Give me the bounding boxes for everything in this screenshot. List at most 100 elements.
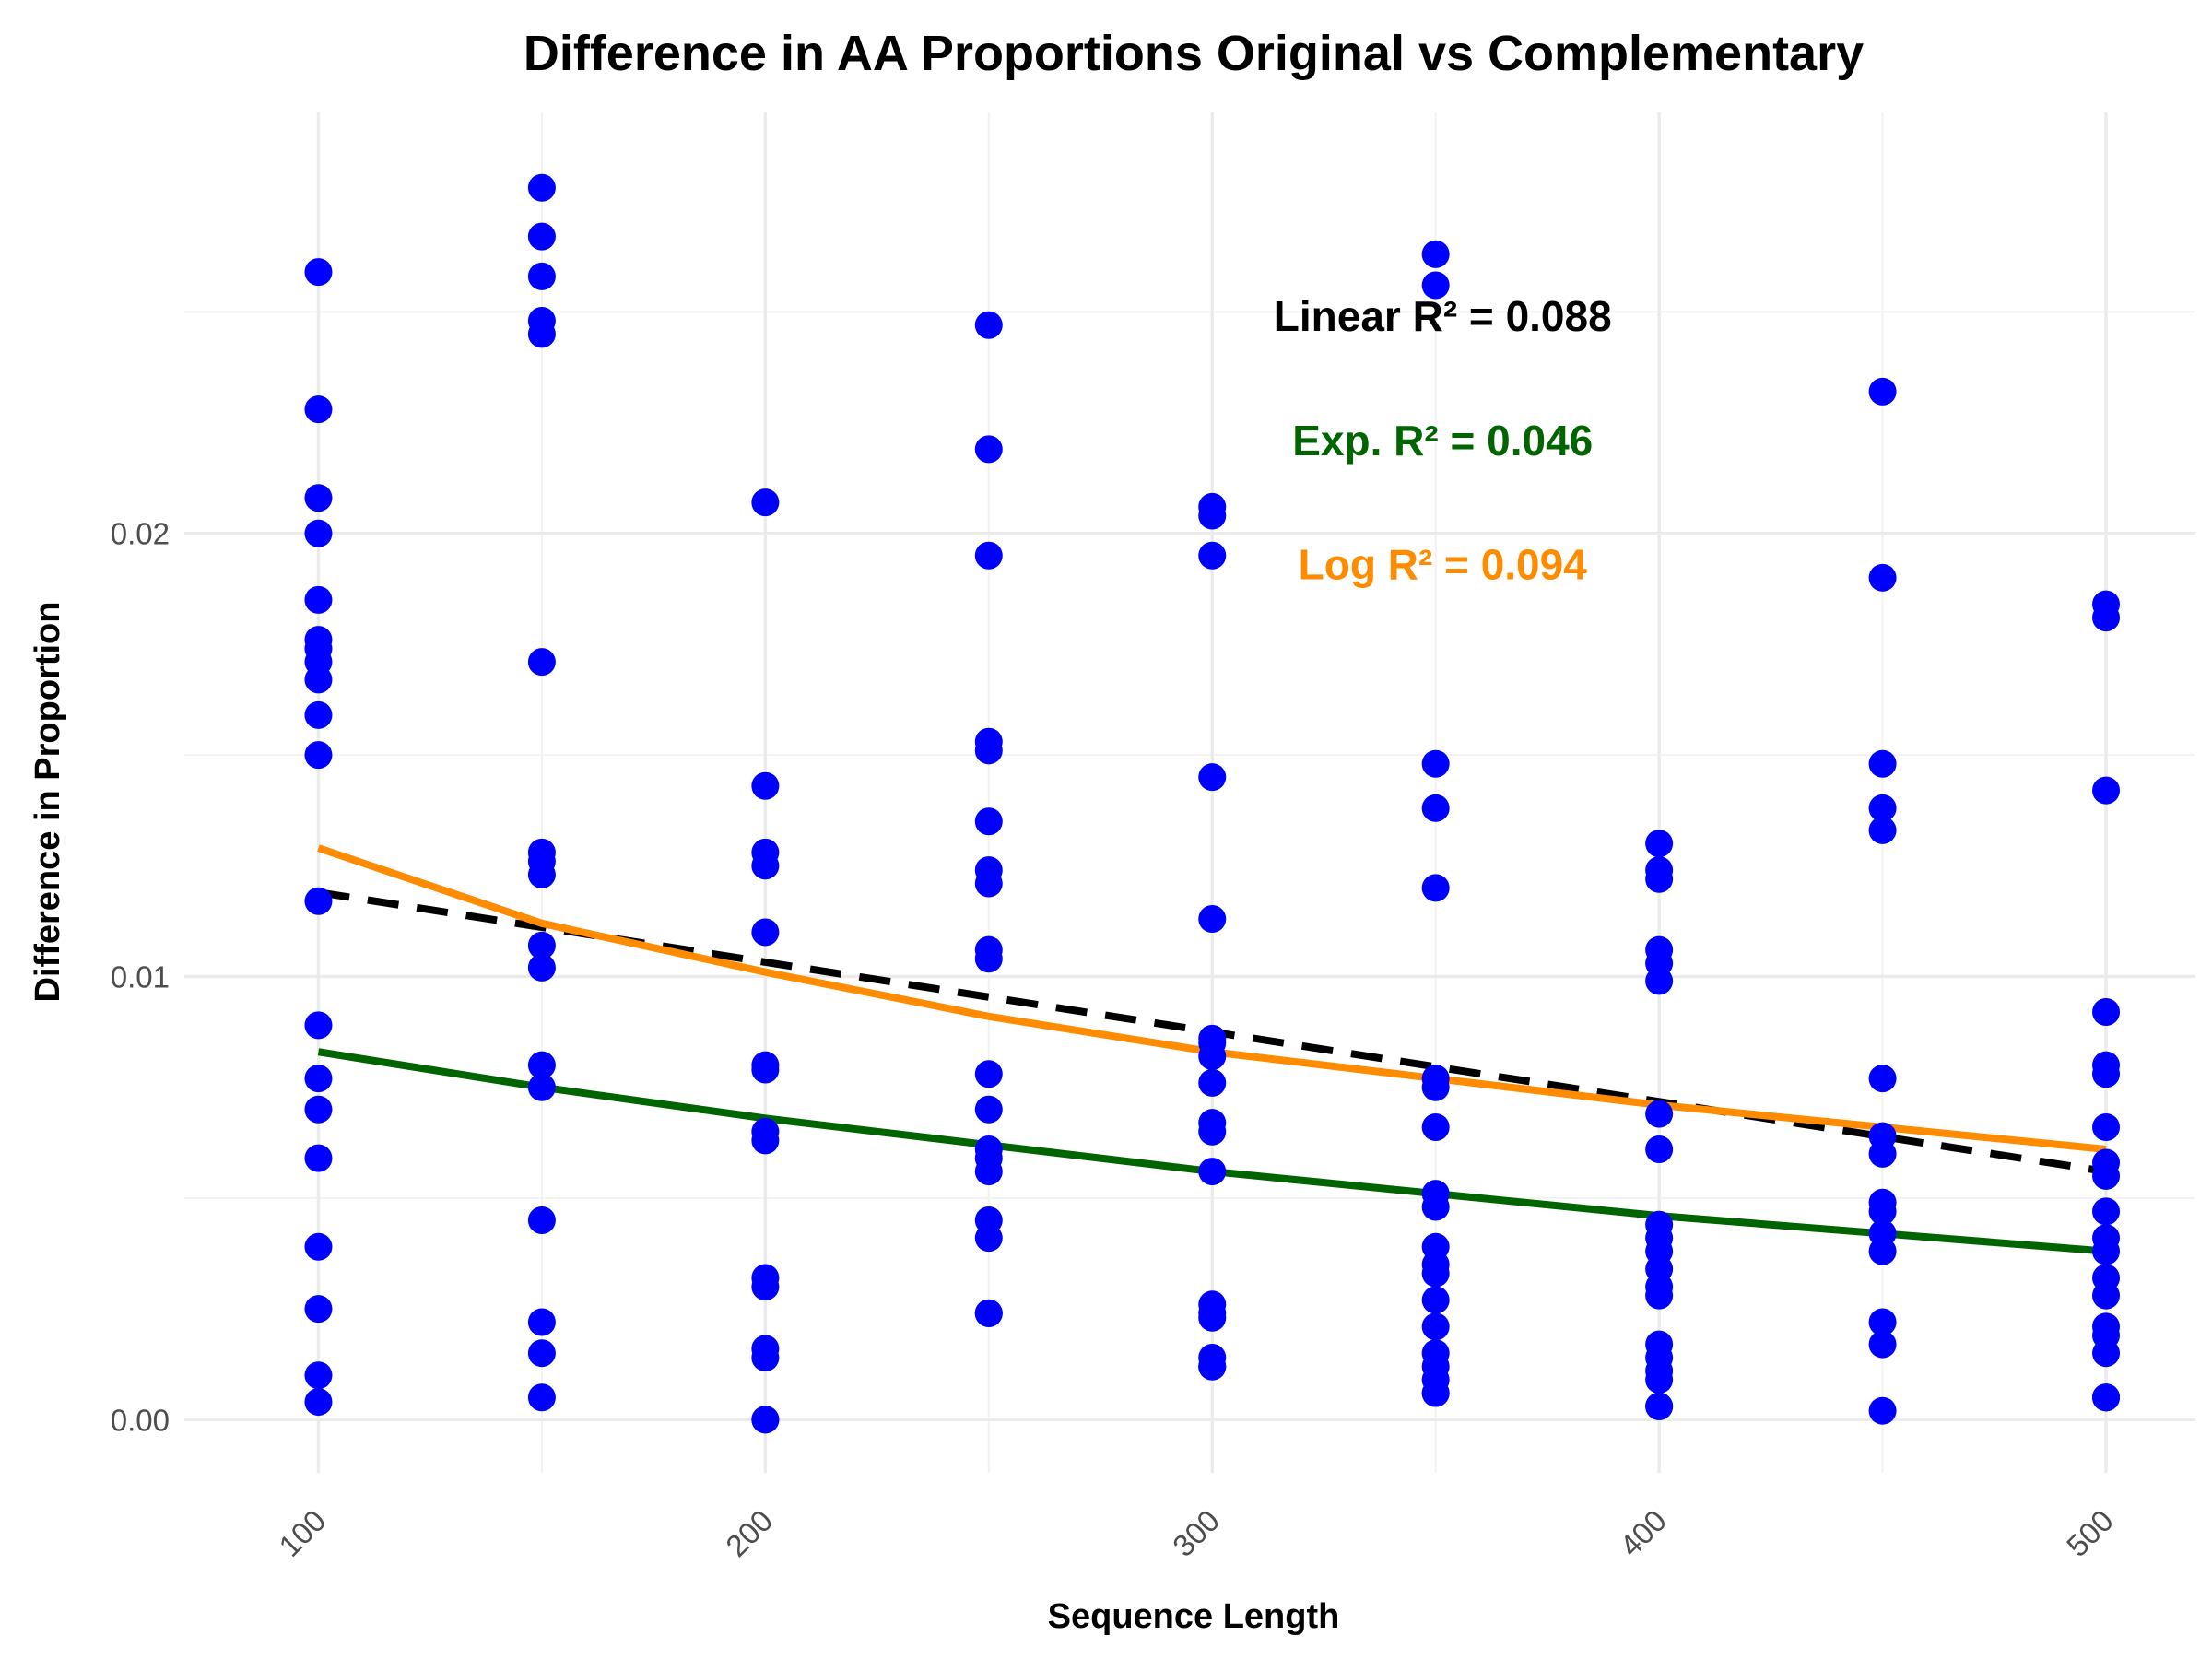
data-point — [1645, 830, 1674, 858]
data-point — [751, 1126, 780, 1155]
r-squared-annotation: Linear R² = 0.088 — [1274, 292, 1612, 340]
data-point — [1198, 501, 1227, 530]
data-point — [2092, 1112, 2121, 1141]
data-point — [527, 953, 556, 982]
data-point — [1645, 1366, 1674, 1394]
chart-title: Difference in AA Proportions Original vs… — [524, 26, 1864, 81]
data-point — [751, 852, 780, 880]
data-point — [304, 1144, 333, 1172]
data-point — [1421, 240, 1450, 268]
data-point — [304, 585, 333, 614]
y-tick-label: 0.02 — [111, 517, 170, 551]
data-point — [1868, 563, 1897, 592]
data-point — [2092, 776, 2121, 805]
x-tick-label: 400 — [1613, 1503, 1673, 1563]
x-axis-title: Sequence Length — [1048, 1597, 1340, 1636]
data-point — [751, 488, 780, 517]
data-point — [1421, 271, 1450, 300]
data-point — [1645, 1135, 1674, 1164]
data-point — [527, 1308, 556, 1336]
data-point — [527, 1383, 556, 1412]
data-point — [1645, 967, 1674, 995]
data-point — [1421, 794, 1450, 822]
data-point — [1421, 1312, 1450, 1341]
data-point — [527, 1206, 556, 1234]
data-point — [527, 1073, 556, 1101]
data-point — [1868, 794, 1897, 822]
x-tick-label: 200 — [719, 1503, 779, 1563]
data-point — [1645, 1100, 1674, 1128]
data-point — [2092, 1161, 2121, 1190]
data-point — [304, 1388, 333, 1417]
data-point — [1645, 1281, 1674, 1310]
data-point — [1421, 1112, 1450, 1141]
data-point — [1421, 1193, 1450, 1221]
data-point — [1421, 749, 1450, 778]
data-point — [1868, 749, 1897, 778]
data-point — [974, 945, 1003, 973]
data-point — [2092, 1281, 2121, 1310]
data-point — [304, 1232, 333, 1261]
y-tick-label: 0.01 — [111, 960, 170, 994]
data-point — [2092, 1383, 2121, 1412]
r-squared-annotation: Log R² = 0.094 — [1299, 540, 1588, 588]
data-point — [1421, 1286, 1450, 1314]
data-point — [974, 541, 1003, 570]
data-point — [751, 1343, 780, 1371]
data-point — [974, 311, 1003, 339]
data-point — [304, 887, 333, 915]
data-point — [1198, 1042, 1227, 1071]
data-point — [304, 1065, 333, 1093]
data-point — [974, 736, 1003, 765]
data-point — [527, 173, 556, 202]
y-axis-title: Difference in Proportion — [29, 602, 67, 1003]
data-point — [527, 262, 556, 290]
data-point — [304, 1095, 333, 1124]
data-point — [527, 320, 556, 348]
data-point — [304, 700, 333, 729]
data-point — [1868, 1396, 1897, 1425]
data-point — [974, 1095, 1003, 1124]
data-point — [304, 1011, 333, 1040]
data-point — [527, 648, 556, 677]
data-point — [1868, 1065, 1897, 1093]
x-tick-label: 300 — [1166, 1503, 1226, 1563]
data-point — [1868, 1197, 1897, 1226]
data-point — [1198, 1303, 1227, 1332]
data-point — [1868, 816, 1897, 844]
data-point — [304, 258, 333, 287]
data-point — [974, 1158, 1003, 1186]
data-point — [1421, 1259, 1450, 1288]
data-point — [1198, 541, 1227, 570]
data-point — [2092, 997, 2121, 1026]
data-point — [2092, 1060, 2121, 1088]
data-point — [974, 869, 1003, 898]
data-point — [1421, 874, 1450, 902]
data-point — [1198, 905, 1227, 934]
data-point — [1421, 1073, 1450, 1101]
data-point — [751, 1055, 780, 1084]
data-point — [527, 860, 556, 888]
data-point — [2092, 1237, 2121, 1265]
data-point — [527, 1339, 556, 1368]
data-point — [751, 1273, 780, 1301]
data-point — [527, 222, 556, 251]
data-point — [1868, 377, 1897, 406]
data-point — [527, 1051, 556, 1079]
data-point — [751, 918, 780, 947]
data-point — [1198, 1117, 1227, 1146]
data-point — [974, 1224, 1003, 1253]
data-point — [974, 1299, 1003, 1327]
y-axis-ticks: 0.00 0.01 0.02 — [111, 517, 170, 1438]
annotations: Linear R² = 0.088 Exp. R² = 0.046 Log R² =… — [1274, 292, 1612, 588]
data-point — [2092, 604, 2121, 632]
data-point — [974, 807, 1003, 836]
data-point — [1645, 1392, 1674, 1420]
data-point — [527, 931, 556, 959]
data-point — [304, 1295, 333, 1324]
data-point — [304, 519, 333, 547]
data-point — [304, 395, 333, 424]
r-squared-annotation: Exp. R² = 0.046 — [1292, 417, 1593, 465]
y-tick-label: 0.00 — [111, 1403, 170, 1437]
